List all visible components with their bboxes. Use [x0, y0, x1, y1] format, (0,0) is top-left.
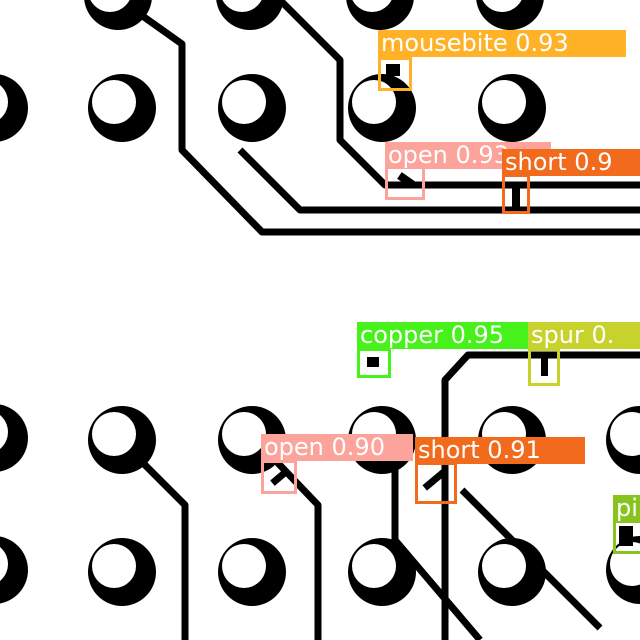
trace-lower-4 [391, 445, 483, 640]
detection-label-open: open 0.93 [385, 142, 551, 169]
pad [0, 404, 28, 472]
defect-mark [367, 357, 379, 367]
defect-mark [270, 468, 289, 486]
trace-lower-1 [441, 351, 640, 640]
defect-marks [270, 64, 633, 546]
detection-box-open [385, 166, 425, 200]
detection-label-mousebite: mousebite 0.93 [378, 30, 626, 57]
pad [478, 74, 546, 142]
defect-mark [619, 526, 633, 546]
pad [478, 538, 546, 606]
pad [0, 536, 28, 604]
pad [476, 0, 544, 30]
detection-box-mousebite [378, 57, 412, 91]
pad [84, 0, 152, 30]
detection-label-short: short 0.9 [502, 149, 640, 176]
pad [88, 74, 156, 142]
defect-mark [397, 172, 415, 188]
pad [88, 406, 156, 474]
detection-box-short [415, 462, 457, 504]
pad [218, 74, 286, 142]
detection-box-pinhole [613, 520, 640, 554]
detection-box-copper [357, 348, 391, 378]
detection-label-short: short 0.91 [415, 437, 585, 464]
pad [346, 0, 414, 30]
pad [88, 538, 156, 606]
detection-box-spur [528, 348, 560, 386]
detection-label-pinhole: pi [613, 495, 640, 522]
trace-upper-3 [277, 0, 640, 189]
defect-mark [386, 64, 400, 76]
trace-lower-2 [137, 457, 189, 640]
trace-lower-3 [272, 457, 322, 640]
trace-upper-2 [237, 147, 640, 214]
defect-mark [541, 352, 548, 376]
defect-mark [422, 468, 447, 491]
copper-traces [117, 0, 640, 640]
pad [606, 406, 640, 474]
detection-box-short [502, 174, 530, 214]
detection-label-copper: copper 0.95 [357, 322, 551, 349]
pad [216, 0, 284, 30]
copper-pads [0, 0, 640, 606]
defect-mark [512, 182, 520, 208]
pad [218, 538, 286, 606]
detection-box-open [261, 460, 297, 494]
pad [348, 74, 416, 142]
trace-upper-1 [117, 0, 640, 236]
pad [0, 74, 28, 142]
detection-label-open: open 0.90 [261, 434, 413, 461]
pad [348, 538, 416, 606]
detection-label-spur: spur 0. [528, 322, 640, 349]
